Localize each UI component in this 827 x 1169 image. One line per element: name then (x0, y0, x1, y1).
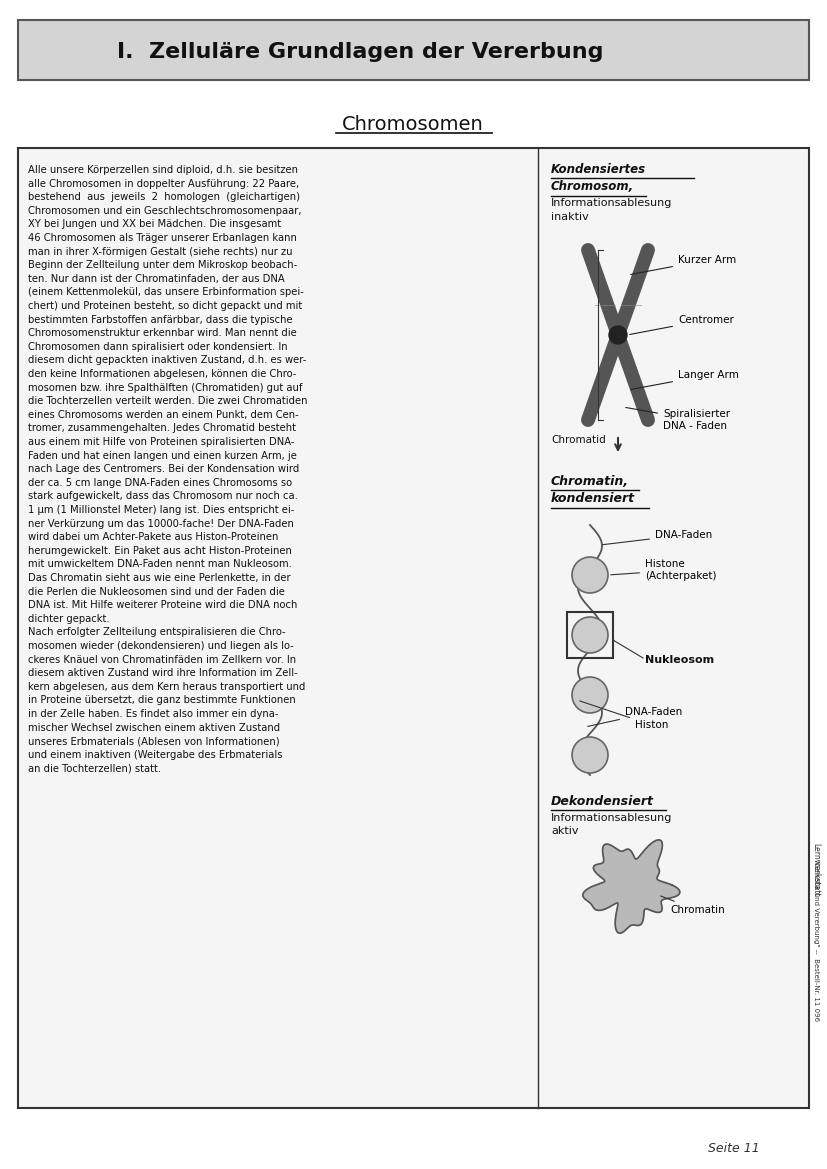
Text: XY bei Jungen und XX bei Mädchen. Die insgesamt: XY bei Jungen und XX bei Mädchen. Die in… (28, 220, 281, 229)
Circle shape (572, 556, 608, 593)
Text: an die Tochterzellen) statt.: an die Tochterzellen) statt. (28, 763, 161, 774)
Text: 1 µm (1 Millionstel Meter) lang ist. Dies entspricht ei-: 1 µm (1 Millionstel Meter) lang ist. Die… (28, 505, 294, 516)
Text: Faden und hat einen langen und einen kurzen Arm, je: Faden und hat einen langen und einen kur… (28, 450, 297, 461)
Text: in Proteine übersetzt, die ganz bestimmte Funktionen: in Proteine übersetzt, die ganz bestimmt… (28, 696, 296, 705)
Text: der ca. 5 cm lange DNA-Faden eines Chromosoms so: der ca. 5 cm lange DNA-Faden eines Chrom… (28, 478, 292, 487)
Text: Chromosomen: Chromosomen (342, 116, 484, 134)
Text: Nach erfolgter Zellteilung entspiralisieren die Chro-: Nach erfolgter Zellteilung entspiralisie… (28, 628, 285, 637)
Text: chert) und Proteinen besteht, so dicht gepackt und mit: chert) und Proteinen besteht, so dicht g… (28, 300, 302, 311)
Text: Lernwerkstatt: Lernwerkstatt (811, 843, 820, 897)
Text: alle Chromosomen in doppelter Ausführung: 22 Paare,: alle Chromosomen in doppelter Ausführung… (28, 179, 299, 188)
Text: diesem dicht gepackten inaktiven Zustand, d.h. es wer-: diesem dicht gepackten inaktiven Zustand… (28, 355, 306, 366)
Text: mit umwickeltem DNA-Faden nennt man Nukleosom.: mit umwickeltem DNA-Faden nennt man Nukl… (28, 560, 292, 569)
Text: Spiralisierter
DNA - Faden: Spiralisierter DNA - Faden (626, 408, 730, 431)
Text: Chromosomenstruktur erkennbar wird. Man nennt die: Chromosomenstruktur erkennbar wird. Man … (28, 328, 297, 338)
Text: wird dabei um Achter-Pakete aus Histon-Proteinen: wird dabei um Achter-Pakete aus Histon-P… (28, 532, 279, 542)
Circle shape (572, 736, 608, 773)
Text: Chromosomen dann spiralisiert oder kondensiert. In: Chromosomen dann spiralisiert oder konde… (28, 341, 288, 352)
Circle shape (572, 677, 608, 713)
Text: die Perlen die Nukleosomen sind und der Faden die: die Perlen die Nukleosomen sind und der … (28, 587, 284, 596)
Text: mosomen bzw. ihre Spalthälften (Chromatiden) gut auf: mosomen bzw. ihre Spalthälften (Chromati… (28, 382, 303, 393)
Text: Chromatin: Chromatin (661, 895, 724, 915)
Text: Nukleosom: Nukleosom (645, 655, 715, 665)
Text: Chromatid: Chromatid (551, 435, 605, 445)
Text: DNA-Faden: DNA-Faden (588, 707, 682, 726)
Text: bestimmten Farbstoffen anfärbbar, dass die typische: bestimmten Farbstoffen anfärbbar, dass d… (28, 314, 293, 325)
Text: ten. Nur dann ist der Chromatinfaden, der aus DNA: ten. Nur dann ist der Chromatinfaden, de… (28, 274, 284, 284)
Text: Centromer: Centromer (629, 314, 734, 334)
Text: ckeres Knäuel von Chromatinfäden im Zellkern vor. In: ckeres Knäuel von Chromatinfäden im Zell… (28, 655, 296, 665)
Text: stark aufgewickelt, dass das Chromosom nur noch ca.: stark aufgewickelt, dass das Chromosom n… (28, 491, 298, 502)
Text: Informationsablesung: Informationsablesung (551, 198, 672, 208)
Text: Chromatin,: Chromatin, (551, 475, 629, 487)
Text: kern abgelesen, aus dem Kern heraus transportiert und: kern abgelesen, aus dem Kern heraus tran… (28, 682, 305, 692)
Text: Kurzer Arm: Kurzer Arm (631, 255, 736, 275)
FancyBboxPatch shape (18, 20, 809, 79)
Text: I.  Zelluläre Grundlagen der Vererbung: I. Zelluläre Grundlagen der Vererbung (117, 42, 603, 62)
Text: inaktiv: inaktiv (551, 212, 589, 222)
Text: ner Verkürzung um das 10000-fache! Der DNA-Faden: ner Verkürzung um das 10000-fache! Der D… (28, 519, 294, 528)
Text: man in ihrer X-förmigen Gestalt (siehe rechts) nur zu: man in ihrer X-förmigen Gestalt (siehe r… (28, 247, 293, 257)
Text: DNA-Faden: DNA-Faden (603, 530, 712, 545)
Text: unseres Erbmaterials (Ablesen von Informationen): unseres Erbmaterials (Ablesen von Inform… (28, 736, 280, 746)
FancyBboxPatch shape (18, 148, 809, 1108)
Polygon shape (583, 839, 680, 933)
Text: herumgewickelt. Ein Paket aus acht Histon-Proteinen: herumgewickelt. Ein Paket aus acht Histo… (28, 546, 292, 555)
Text: dichter gepackt.: dichter gepackt. (28, 614, 110, 624)
Text: Alle unsere Körperzellen sind diploid, d.h. sie besitzen: Alle unsere Körperzellen sind diploid, d… (28, 165, 298, 175)
Text: (einem Kettenmolekül, das unsere Erbinformation spei-: (einem Kettenmolekül, das unsere Erbinfo… (28, 288, 304, 297)
Text: Histon: Histon (580, 701, 668, 729)
Text: bestehend  aus  jeweils  2  homologen  (gleichartigen): bestehend aus jeweils 2 homologen (gleic… (28, 192, 300, 202)
Text: Kondensiertes: Kondensiertes (551, 162, 646, 177)
Text: Informationsablesung: Informationsablesung (551, 812, 672, 823)
Text: "Genetik und Vererbung" --  Bestell-Nr. 11 096: "Genetik und Vererbung" -- Bestell-Nr. 1… (813, 859, 819, 1021)
Circle shape (572, 617, 608, 653)
Text: DNA ist. Mit Hilfe weiterer Proteine wird die DNA noch: DNA ist. Mit Hilfe weiterer Proteine wir… (28, 600, 298, 610)
Text: Histone
(Achterpaket): Histone (Achterpaket) (611, 559, 716, 581)
Text: und einem inaktiven (Weitergabe des Erbmaterials: und einem inaktiven (Weitergabe des Erbm… (28, 749, 283, 760)
Text: aktiv: aktiv (551, 826, 579, 836)
Text: aus einem mit Hilfe von Proteinen spiralisierten DNA-: aus einem mit Hilfe von Proteinen spiral… (28, 437, 294, 447)
Text: nach Lage des Centromers. Bei der Kondensation wird: nach Lage des Centromers. Bei der Konden… (28, 464, 299, 475)
Circle shape (609, 326, 627, 344)
Text: mischer Wechsel zwischen einem aktiven Zustand: mischer Wechsel zwischen einem aktiven Z… (28, 722, 280, 733)
Text: den keine Informationen abgelesen, können die Chro-: den keine Informationen abgelesen, könne… (28, 369, 296, 379)
Text: Beginn der Zellteilung unter dem Mikroskop beobach-: Beginn der Zellteilung unter dem Mikrosk… (28, 261, 297, 270)
Text: 46 Chromosomen als Träger unserer Erbanlagen kann: 46 Chromosomen als Träger unserer Erbanl… (28, 233, 297, 243)
Text: in der Zelle haben. Es findet also immer ein dyna-: in der Zelle haben. Es findet also immer… (28, 710, 279, 719)
Text: Seite 11: Seite 11 (708, 1142, 760, 1155)
Text: die Tochterzellen verteilt werden. Die zwei Chromatiden: die Tochterzellen verteilt werden. Die z… (28, 396, 308, 406)
Text: Das Chromatin sieht aus wie eine Perlenkette, in der: Das Chromatin sieht aus wie eine Perlenk… (28, 573, 290, 583)
Text: tromer, zusammengehalten. Jedes Chromatid besteht: tromer, zusammengehalten. Jedes Chromati… (28, 423, 296, 434)
Text: mosomen wieder (dekondensieren) und liegen als lo-: mosomen wieder (dekondensieren) und lieg… (28, 641, 294, 651)
Text: Chromosomen und ein Geschlechtschromosomenpaar,: Chromosomen und ein Geschlechtschromosom… (28, 206, 302, 216)
Text: eines Chromosoms werden an einem Punkt, dem Cen-: eines Chromosoms werden an einem Punkt, … (28, 410, 299, 420)
Text: Dekondensiert: Dekondensiert (551, 795, 654, 808)
Text: kondensiert: kondensiert (551, 492, 635, 505)
Text: diesem aktiven Zustand wird ihre Information im Zell-: diesem aktiven Zustand wird ihre Informa… (28, 669, 298, 678)
Text: Langer Arm: Langer Arm (631, 371, 739, 389)
Text: Chromosom,: Chromosom, (551, 180, 634, 193)
